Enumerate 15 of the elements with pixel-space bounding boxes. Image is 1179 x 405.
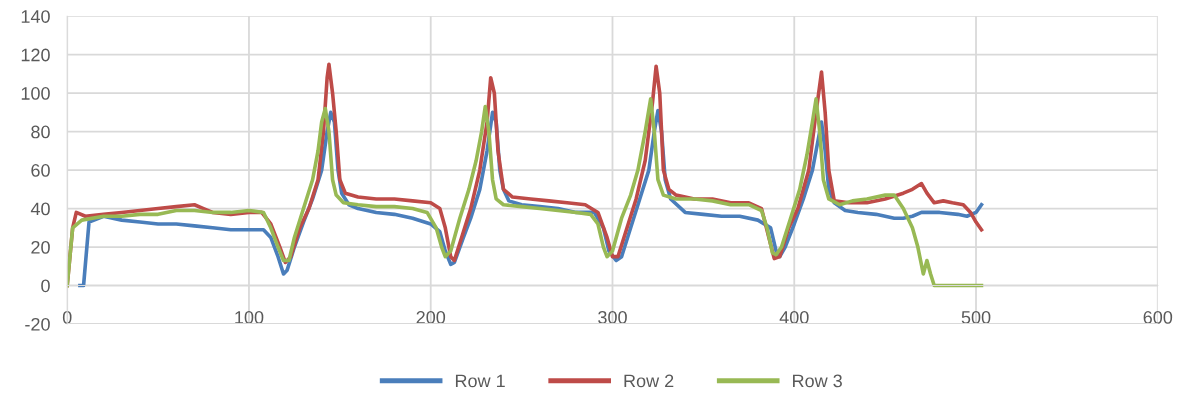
y-tick-label: 0 — [41, 279, 50, 293]
y-tick-label: 80 — [31, 125, 50, 139]
y-tick-label: 20 — [31, 240, 50, 254]
x-tick-label: 400 — [779, 311, 809, 324]
legend-label: Row 3 — [793, 374, 842, 388]
y-tick-label: -20 — [25, 317, 50, 331]
x-tick-label: 0 — [62, 311, 72, 324]
legend-label: Row 1 — [455, 374, 505, 388]
y-tick-label: 120 — [21, 48, 50, 62]
y-tick-label: 40 — [30, 202, 50, 216]
x-tick-label: 600 — [1143, 311, 1173, 324]
y-tick-label: 60 — [31, 164, 50, 177]
legend-label: Row 2 — [624, 374, 674, 388]
y-tick-label: 140 — [21, 10, 50, 23]
y-tick-label: 100 — [21, 87, 50, 100]
